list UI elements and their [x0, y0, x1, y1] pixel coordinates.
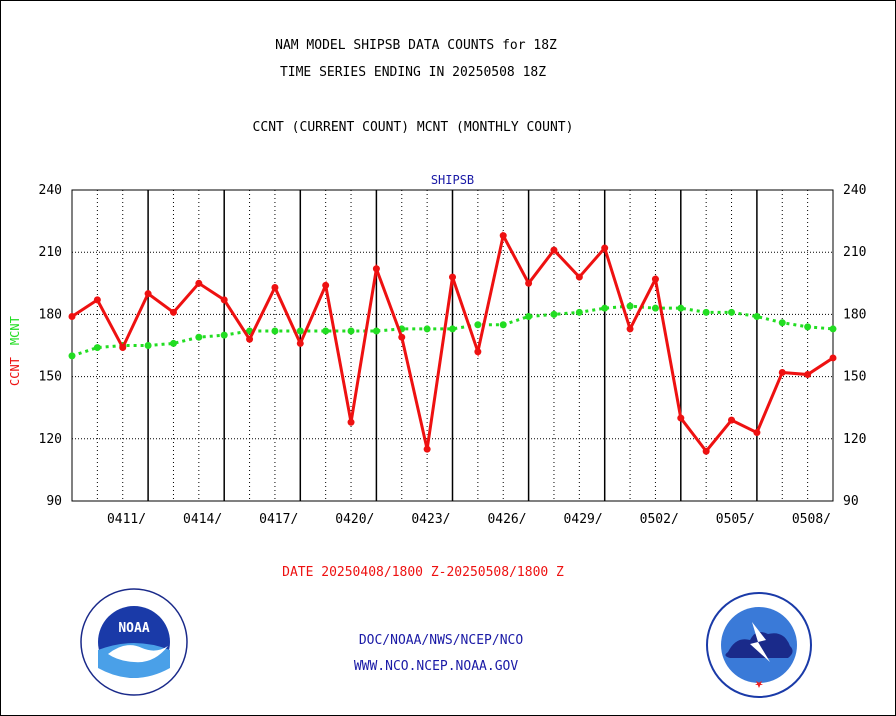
- mcnt-point: [372, 327, 380, 335]
- ccnt-point: [804, 371, 812, 379]
- mcnt-point: [423, 325, 431, 333]
- mcnt-point: [144, 342, 152, 349]
- y-tick-label-right: 180: [843, 307, 866, 322]
- ccnt-point: [195, 279, 203, 287]
- ccnt-point: [246, 335, 254, 343]
- ccnt-point: [220, 296, 228, 304]
- ccnt-point: [626, 325, 634, 333]
- y-axis-label-ccnt: CCNT: [8, 357, 22, 386]
- chart-title: NAM MODEL SHIPSB DATA COUNTS for 18Z: [275, 38, 557, 53]
- mcnt-point: [347, 327, 355, 335]
- mcnt-point: [778, 319, 786, 327]
- ccnt-point: [322, 281, 330, 289]
- mcnt-point: [296, 327, 304, 335]
- x-tick-label: 0420/: [335, 512, 374, 527]
- ccnt-point: [144, 290, 152, 298]
- x-tick-label: 0502/: [640, 512, 679, 527]
- x-axis-label: DATE 20250408/1800 Z-20250508/1800 Z: [282, 565, 564, 580]
- mcnt-point: [449, 325, 456, 333]
- y-tick-label-right: 150: [843, 370, 866, 385]
- ccnt-point: [347, 418, 355, 426]
- x-tick-label: 0423/: [411, 512, 450, 527]
- footer-website-link[interactable]: WWW.NCO.NCEP.NOAA.GOV: [353, 659, 519, 674]
- mcnt-point: [626, 302, 634, 310]
- ccnt-point: [372, 265, 380, 273]
- ccnt-point: [575, 273, 583, 281]
- y-tick-label-left: 120: [39, 432, 62, 447]
- mcnt-point: [651, 304, 659, 312]
- ccnt-point: [423, 445, 431, 453]
- mcnt-point: [728, 308, 736, 316]
- ccnt-point: [601, 244, 609, 252]
- ccnt-point: [753, 429, 761, 437]
- ccnt-point: [398, 333, 406, 341]
- mcnt-point: [525, 312, 533, 320]
- mcnt-point: [702, 308, 710, 316]
- y-tick-label-left: 90: [46, 494, 62, 509]
- mcnt-point: [575, 308, 583, 316]
- ccnt-point: [68, 312, 76, 320]
- y-tick-label-right: 210: [843, 245, 866, 260]
- ccnt-point: [778, 368, 786, 376]
- mcnt-point: [677, 304, 685, 312]
- y-axis-label: CCNT MCNT: [8, 316, 22, 386]
- mcnt-point: [829, 325, 837, 333]
- ccnt-point: [525, 279, 533, 287]
- x-tick-label: 0505/: [716, 512, 755, 527]
- mcnt-point: [550, 310, 558, 318]
- x-tick-label: 0508/: [792, 512, 831, 527]
- noaa-logo-text: NOAA: [118, 621, 149, 636]
- ccnt-point: [728, 416, 736, 424]
- x-tick-label: 0417/: [259, 512, 298, 527]
- mcnt-point: [169, 339, 177, 347]
- x-tick-label: 0411/: [107, 512, 146, 527]
- y-tick-label-left: 240: [39, 183, 62, 198]
- panel-label: SHIPSB: [431, 173, 474, 187]
- y-tick-label-left: 210: [39, 245, 62, 260]
- ccnt-point: [296, 339, 304, 347]
- ccnt-point: [677, 414, 685, 422]
- mcnt-point: [753, 312, 761, 320]
- ccnt-point: [550, 246, 558, 254]
- series-description: CCNT (CURRENT COUNT) MCNT (MONTHLY COUNT…: [252, 120, 574, 135]
- mcnt-point: [804, 323, 812, 331]
- ccnt-point: [474, 348, 482, 356]
- ccnt-point: [169, 308, 177, 316]
- mcnt-point: [195, 333, 203, 341]
- ccnt-point: [119, 344, 127, 352]
- mcnt-point: [220, 331, 228, 339]
- x-tick-label: 0426/: [487, 512, 526, 527]
- ccnt-point: [93, 296, 101, 304]
- y-tick-label-right: 120: [843, 432, 866, 447]
- y-tick-label-right: 90: [843, 494, 859, 509]
- y-axis-label-mcnt: MCNT: [8, 316, 22, 345]
- footer-org-link[interactable]: DOC/NOAA/NWS/NCEP/NCO: [358, 633, 524, 648]
- mcnt-point: [68, 352, 76, 360]
- ccnt-point: [499, 232, 507, 240]
- ccnt-point: [702, 447, 710, 455]
- y-tick-label-right: 240: [843, 183, 866, 198]
- chart-subtitle: TIME SERIES ENDING IN 20250508 18Z: [279, 65, 547, 80]
- noaa-logo: NOAA: [80, 588, 188, 696]
- ccnt-point: [829, 354, 837, 362]
- mcnt-point: [499, 321, 507, 329]
- mcnt-point: [271, 327, 279, 335]
- y-tick-label-left: 180: [39, 307, 62, 322]
- plot-area: [71, 189, 834, 502]
- mcnt-point: [93, 344, 101, 352]
- x-tick-label: 0429/: [564, 512, 603, 527]
- ccnt-point: [449, 273, 456, 281]
- mcnt-point: [322, 327, 330, 335]
- mcnt-point: [474, 321, 482, 329]
- nws-logo: [706, 592, 812, 698]
- x-tick-label: 0414/: [183, 512, 222, 527]
- ccnt-point: [271, 283, 279, 291]
- mcnt-point: [601, 304, 609, 312]
- y-tick-label-left: 150: [39, 370, 62, 385]
- ccnt-point: [651, 275, 659, 283]
